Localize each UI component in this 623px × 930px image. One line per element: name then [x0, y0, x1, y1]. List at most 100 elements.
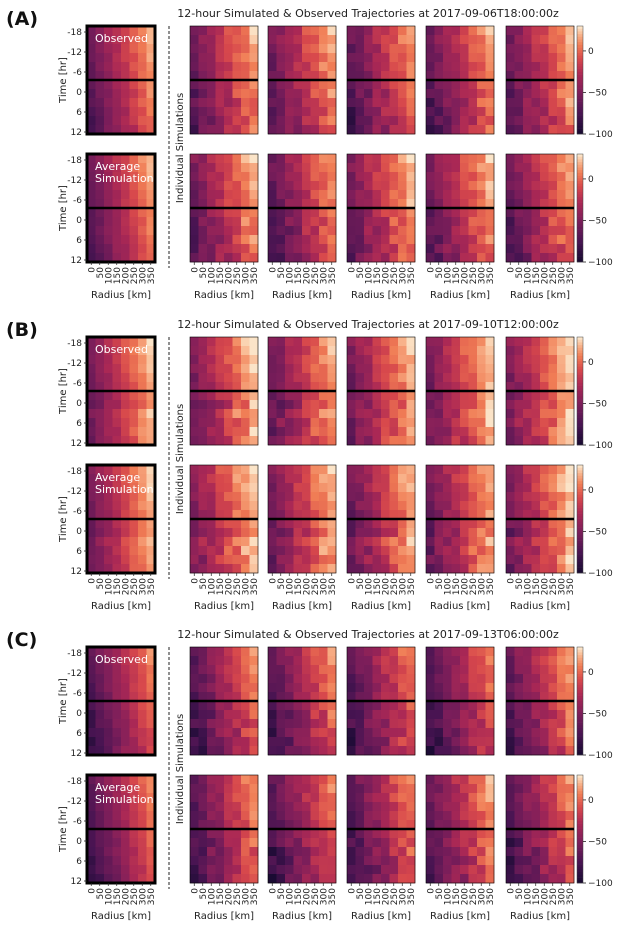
heatmap-cell	[87, 217, 96, 227]
heatmap-cell	[285, 647, 294, 657]
heatmap-cell	[112, 98, 122, 108]
colorbar-frame	[576, 25, 584, 135]
heatmap-cell	[531, 253, 541, 263]
heatmap-cell	[215, 555, 225, 565]
heatmap-cell	[146, 226, 156, 236]
heatmap-cell	[347, 44, 356, 54]
heatmap-cell	[398, 793, 407, 803]
heatmap-cell	[506, 829, 515, 839]
heatmap-cell	[207, 474, 216, 484]
heatmap-cell	[434, 346, 444, 356]
colorbar-segment	[577, 342, 583, 346]
heatmap-cell	[381, 728, 390, 738]
heatmap-cell	[355, 80, 365, 90]
heatmap-cell	[381, 217, 390, 227]
heatmap-cell	[112, 555, 122, 565]
heatmap-cell	[224, 382, 233, 392]
x-tick-label: 100	[285, 888, 295, 905]
heatmap-cell	[224, 838, 233, 848]
heatmap-cell	[531, 737, 541, 747]
heatmap-cell	[548, 793, 558, 803]
heatmap-cell	[232, 190, 242, 200]
heatmap-cell	[121, 181, 130, 191]
heatmap-cell	[319, 665, 328, 675]
heatmap-cell	[310, 692, 320, 702]
heatmap-cell	[95, 674, 105, 684]
heatmap-cell	[514, 829, 524, 839]
heatmap-cell	[506, 226, 515, 236]
heatmap-cell	[355, 775, 365, 785]
heatmap-cell	[355, 62, 365, 72]
y-axis-label: Time [hr]	[58, 678, 69, 725]
heatmap-cell	[112, 125, 122, 135]
heatmap-cell	[232, 364, 242, 374]
colorbar-segment	[577, 131, 583, 135]
heatmap-cell	[302, 80, 311, 90]
heatmap-cell	[565, 802, 575, 812]
heatmap-cell	[276, 865, 286, 875]
heatmap-cell	[190, 208, 199, 218]
heatmap-cell	[276, 337, 286, 347]
heatmap-cell	[198, 98, 208, 108]
x-tick-label: 150	[216, 578, 226, 595]
heatmap-cell	[434, 26, 444, 36]
heatmap-cell	[112, 474, 122, 484]
x-tick-label: 350	[147, 267, 157, 284]
colorbar-segment	[577, 47, 583, 51]
heatmap-cell	[249, 537, 259, 547]
heatmap-cell	[207, 683, 216, 693]
heatmap-cell	[347, 53, 356, 63]
colorbar-segment	[577, 866, 583, 870]
colorbar-segment	[577, 660, 583, 664]
x-tick-label: 200	[540, 267, 550, 284]
heatmap-cell	[443, 244, 452, 254]
heatmap-cell	[443, 793, 452, 803]
heatmap-cell	[121, 190, 130, 200]
heatmap-cell	[310, 710, 320, 720]
heatmap-cell	[138, 235, 147, 245]
heatmap-cell	[531, 802, 541, 812]
heatmap-cell	[207, 217, 216, 227]
x-tick-label: 200	[224, 578, 234, 595]
heatmap-cell	[540, 701, 549, 711]
heatmap-cell	[531, 719, 541, 729]
heatmap-cell	[215, 199, 225, 209]
heatmap-cell	[389, 181, 399, 191]
heatmap-cell	[364, 89, 373, 99]
colorbar-segment	[577, 706, 583, 710]
heatmap-cell	[548, 874, 558, 884]
heatmap-cell	[548, 829, 558, 839]
heatmap-cell	[285, 856, 294, 866]
heatmap-cell	[372, 125, 382, 135]
heatmap-cell	[207, 208, 216, 218]
heatmap-cell	[302, 847, 311, 857]
colorbar-segment	[577, 736, 583, 740]
heatmap-cell	[285, 26, 294, 36]
heatmap-cell	[138, 80, 147, 90]
heatmap-cell	[540, 35, 549, 45]
heatmap-cell	[540, 483, 549, 493]
heatmap-cell	[87, 656, 96, 666]
heatmap-cell	[506, 163, 515, 173]
heatmap-cell	[146, 692, 156, 702]
heatmap-cell	[285, 89, 294, 99]
heatmap-cell	[381, 190, 390, 200]
heatmap-cell	[241, 436, 250, 446]
x-tick-label: 350	[147, 888, 157, 905]
heatmap-cell	[514, 89, 524, 99]
heatmap-cell	[268, 346, 277, 356]
heatmap-cell	[485, 647, 495, 657]
heatmap-cell	[443, 373, 452, 383]
heatmap-cell	[372, 683, 382, 693]
heatmap-cell	[426, 483, 435, 493]
heatmap-cell	[372, 501, 382, 511]
heatmap-cell	[565, 373, 575, 383]
y-tick-label: 6	[76, 108, 82, 118]
heatmap-cell	[477, 546, 486, 556]
heatmap-cell	[198, 235, 208, 245]
heatmap-cell	[451, 528, 461, 538]
heatmap-cell	[548, 62, 558, 72]
individual-simulations-label: Individual Simulations	[175, 404, 186, 514]
heatmap-cell	[241, 656, 250, 666]
heatmap-cell	[268, 253, 277, 263]
